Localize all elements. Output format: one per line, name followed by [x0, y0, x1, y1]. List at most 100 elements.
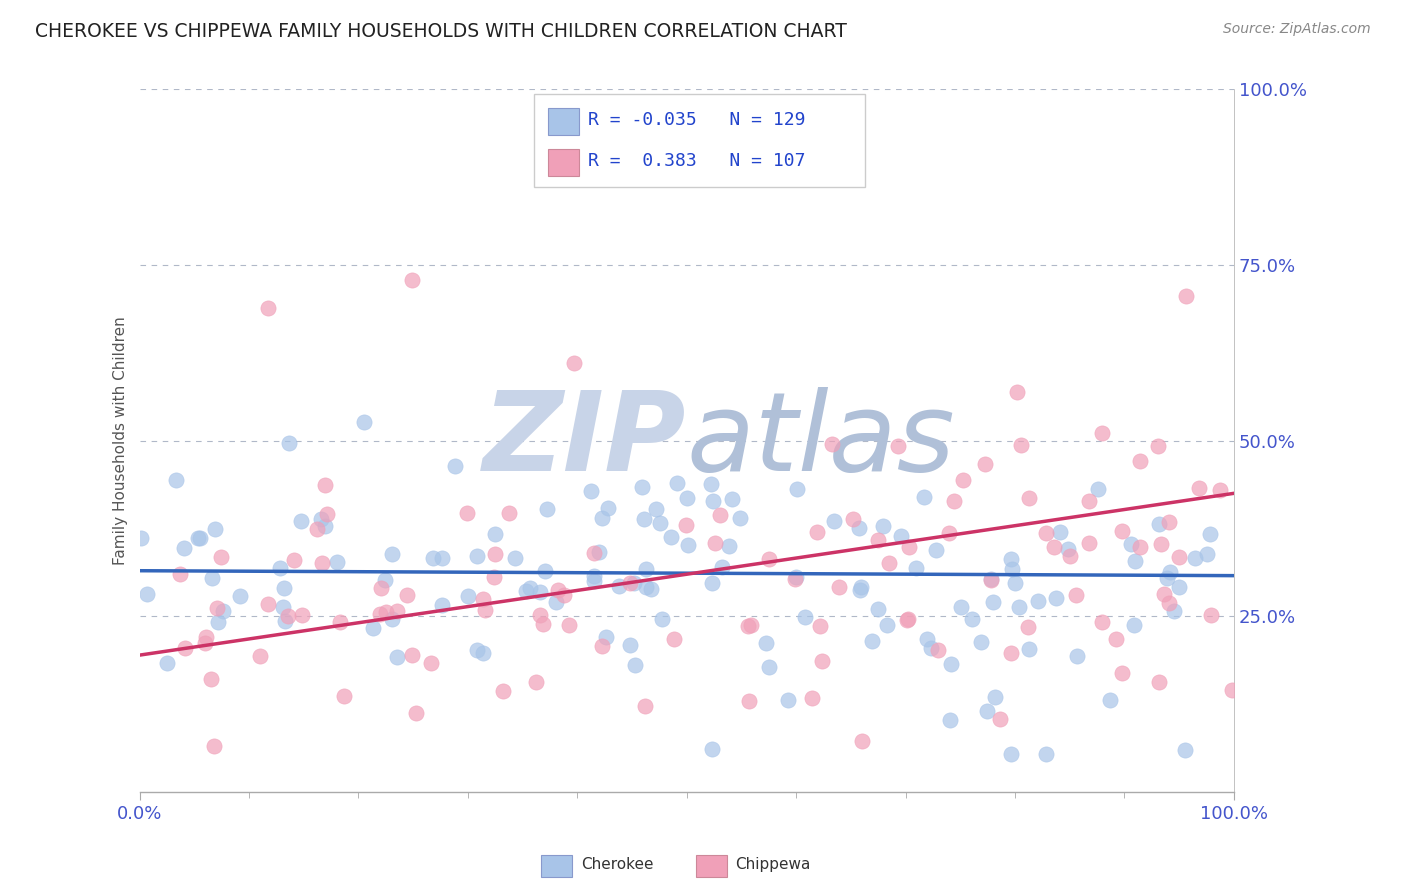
Point	[307, 522, 329, 536]
Point	[640, 582, 662, 596]
Point	[1099, 693, 1122, 707]
Point	[1201, 607, 1223, 622]
Point	[793, 610, 815, 624]
Point	[943, 494, 966, 508]
Point	[484, 547, 506, 561]
Point	[912, 490, 935, 504]
Point	[173, 541, 195, 555]
Point	[1105, 632, 1128, 646]
Text: Cherokee: Cherokee	[581, 857, 654, 871]
Point	[1064, 588, 1087, 602]
Point	[1123, 554, 1146, 568]
Point	[374, 605, 396, 619]
Point	[395, 588, 418, 602]
Point	[526, 675, 548, 690]
Point	[949, 599, 972, 614]
Point	[422, 551, 444, 566]
Point	[1209, 483, 1232, 497]
Text: Chippewa: Chippewa	[735, 857, 811, 871]
Point	[981, 595, 1004, 609]
Point	[582, 569, 605, 583]
Point	[1004, 576, 1026, 591]
Point	[651, 612, 673, 626]
Point	[309, 512, 332, 526]
Point	[529, 608, 551, 623]
Point	[783, 572, 806, 586]
Point	[472, 591, 495, 606]
Point	[1035, 526, 1057, 541]
Point	[980, 573, 1002, 587]
Point	[619, 575, 641, 590]
Point	[662, 632, 685, 646]
Point	[896, 613, 918, 627]
Point	[401, 273, 423, 287]
Point	[212, 604, 235, 618]
Point	[582, 574, 605, 589]
Point	[273, 582, 295, 596]
Point	[1195, 547, 1218, 561]
Point	[740, 618, 762, 632]
Point	[456, 506, 478, 520]
Point	[890, 529, 912, 543]
Point	[207, 615, 229, 630]
Point	[467, 549, 489, 564]
Point	[636, 580, 658, 594]
Point	[709, 508, 731, 523]
Point	[848, 521, 870, 535]
Text: R =  0.383   N = 107: R = 0.383 N = 107	[588, 153, 806, 170]
Point	[257, 597, 280, 611]
Point	[897, 611, 920, 625]
Text: CHEROKEE VS CHIPPEWA FAMILY HOUSEHOLDS WITH CHILDREN CORRELATION CHART: CHEROKEE VS CHIPPEWA FAMILY HOUSEHOLDS W…	[35, 22, 846, 41]
Point	[1147, 675, 1170, 690]
Point	[702, 494, 724, 508]
Point	[659, 530, 682, 544]
Point	[755, 636, 778, 650]
Point	[1091, 426, 1114, 441]
Point	[332, 690, 354, 704]
Point	[920, 640, 942, 655]
Point	[311, 556, 333, 570]
Point	[851, 734, 873, 748]
Point	[1147, 516, 1170, 531]
Point	[1000, 747, 1022, 761]
Point	[1091, 615, 1114, 630]
Point	[872, 518, 894, 533]
Point	[519, 582, 541, 596]
Point	[1077, 536, 1099, 550]
Point	[711, 559, 734, 574]
Point	[1010, 438, 1032, 452]
Point	[420, 656, 443, 670]
Point	[529, 585, 551, 599]
Point	[1156, 571, 1178, 585]
Point	[1042, 540, 1064, 554]
Point	[557, 618, 579, 632]
Point	[553, 588, 575, 602]
Point	[536, 501, 558, 516]
Point	[314, 477, 336, 491]
Point	[249, 648, 271, 663]
Point	[492, 684, 515, 698]
Point	[370, 582, 392, 596]
Point	[505, 550, 527, 565]
Point	[290, 514, 312, 528]
Point	[1174, 743, 1197, 757]
Point	[385, 650, 408, 665]
Point	[1045, 591, 1067, 605]
Point	[457, 589, 479, 603]
Point	[194, 630, 217, 644]
Point	[274, 615, 297, 629]
Point	[1018, 491, 1040, 506]
Point	[209, 550, 232, 565]
Point	[868, 602, 890, 616]
Point	[430, 551, 453, 566]
Point	[484, 570, 506, 584]
Point	[326, 555, 349, 569]
Point	[877, 556, 900, 570]
Point	[952, 473, 974, 487]
Point	[876, 617, 898, 632]
Point	[808, 618, 831, 632]
Point	[1174, 289, 1197, 303]
Point	[136, 587, 159, 601]
Point	[277, 608, 299, 623]
Point	[204, 522, 226, 536]
